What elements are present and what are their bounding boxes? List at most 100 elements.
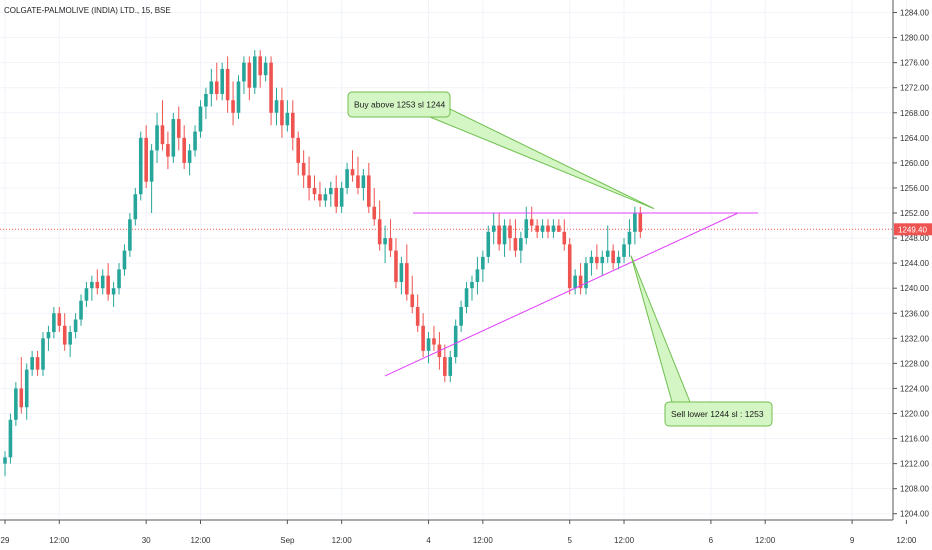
y-tick-label: 1236.00 [900, 309, 929, 318]
candle-body [62, 325, 67, 345]
candle-body [252, 56, 257, 88]
candle-body [388, 238, 393, 251]
candle-body [339, 187, 344, 207]
x-tick-label: 4 [426, 536, 431, 545]
candle-body [508, 225, 512, 239]
candle-body [638, 213, 643, 232]
candle-body [513, 238, 518, 251]
candle-body [122, 250, 127, 270]
candle-body [394, 250, 398, 282]
time-axis[interactable]: 29 12:00 30 12:00 Sep 12:00 4 12:00 5 12:00 6 12:00… [0, 519, 932, 545]
y-tick-label: 1216.00 [900, 435, 929, 444]
candle-body [166, 144, 170, 157]
y-tick-label: 1272.00 [900, 84, 929, 93]
candle-body [562, 231, 567, 245]
candle-body [296, 137, 301, 163]
candle-body [41, 338, 45, 370]
candle-body [117, 269, 121, 289]
candle-body [535, 225, 539, 232]
y-tick-label: 1212.00 [900, 460, 929, 469]
candle-body [274, 100, 279, 113]
candle-body [193, 131, 197, 151]
candle-body [73, 319, 78, 333]
x-tick-label: 12:00 [190, 536, 211, 545]
candle-body [600, 256, 605, 264]
y-tick-label: 1244.00 [900, 259, 929, 268]
y-tick-label: 1256.00 [900, 184, 929, 193]
candle-body [3, 457, 7, 464]
candle-body [290, 112, 295, 138]
sell-callout-box[interactable] [664, 401, 773, 427]
candle-body [14, 388, 18, 420]
candle-body [622, 244, 626, 257]
candle-body [214, 81, 219, 94]
candle-body [546, 225, 550, 232]
candle-body [464, 288, 469, 307]
chart-title: COLGATE-PALMOLIVE (INDIA) LTD., 15, BSE [4, 6, 171, 15]
x-tick-label: 5 [567, 536, 572, 545]
candle-body [90, 281, 94, 289]
candle-body [578, 275, 583, 289]
candle-body [318, 194, 322, 201]
candle-body [8, 419, 13, 458]
candle-body [350, 169, 355, 176]
candle-body [242, 62, 246, 82]
candle-body [345, 169, 349, 188]
candle-body [616, 256, 621, 264]
candle-body [182, 137, 186, 163]
candle-body [160, 125, 165, 145]
x-tick-label: 12:00 [332, 536, 353, 545]
candle-body [100, 275, 105, 289]
candle-body [432, 338, 436, 345]
support-trendline[interactable] [384, 212, 739, 377]
candle-body [280, 100, 284, 126]
candle-body [589, 256, 594, 264]
candle-body [57, 313, 62, 326]
candle-body [356, 175, 360, 188]
candle-body [448, 357, 453, 376]
candle-body [399, 263, 404, 282]
candle-body [611, 250, 615, 264]
candle-body [68, 332, 72, 345]
x-tick-label: 29 [1, 536, 10, 545]
candle-body [111, 288, 116, 295]
candle-body [372, 206, 377, 220]
candle-body [605, 250, 610, 257]
candle-body [263, 62, 268, 76]
candle-body [52, 313, 56, 333]
candle-body [220, 68, 224, 94]
candle-body [247, 62, 252, 88]
price-axis[interactable]: 1204.00 1208.00 1212.00 1216.00 1220.00 1224.… [892, 0, 929, 520]
sell-callout-text: Sell lower 1244 sl : 1253 [671, 409, 764, 419]
candle-body [307, 175, 311, 188]
y-tick-label: 1280.00 [900, 34, 929, 43]
candle-body [171, 119, 176, 157]
candle-body [405, 263, 409, 295]
candle-body [410, 294, 415, 307]
x-tick-label: 12:00 [49, 536, 70, 545]
candle-body [301, 162, 306, 176]
y-tick-label: 1208.00 [900, 485, 929, 494]
y-tick-label: 1228.00 [900, 359, 929, 368]
candle-body [486, 231, 491, 257]
x-tick-label: 30 [142, 536, 151, 545]
candle-body [149, 150, 154, 182]
candle-body [106, 275, 110, 295]
buy-callout-box[interactable] [347, 91, 451, 118]
candle-body [540, 225, 545, 232]
y-tick-label: 1248.00 [900, 234, 929, 243]
candle-body [236, 81, 241, 113]
candle-body [383, 238, 387, 245]
candle-body [491, 225, 496, 232]
x-tick-label: 12:00 [473, 536, 494, 545]
candle-body [567, 244, 572, 289]
candle-body [519, 238, 523, 251]
candle-body [595, 256, 599, 264]
buy-callout-text: Buy above 1253 sl 1244 [354, 100, 445, 110]
candle-body [285, 112, 290, 126]
candle-body [225, 68, 230, 101]
candle-body [557, 225, 561, 232]
y-tick-label: 1224.00 [900, 384, 929, 393]
